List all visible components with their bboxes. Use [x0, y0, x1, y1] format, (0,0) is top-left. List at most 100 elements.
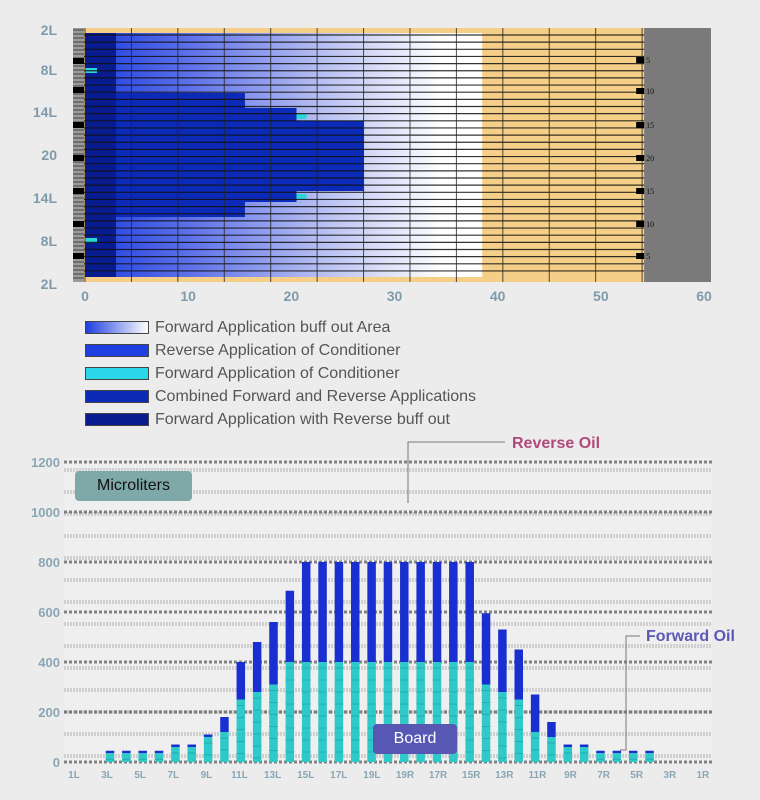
- left-edge-marker: [73, 58, 84, 64]
- plot-background: [64, 458, 712, 764]
- forward-oil-bar: [514, 699, 523, 762]
- x-tick-label: 3R: [663, 770, 677, 781]
- x-tick-label: 17L: [330, 770, 347, 781]
- reverse-oil-bar: [449, 562, 458, 662]
- y-tick-label: 8L: [41, 233, 58, 249]
- right-marker-label: 15: [646, 187, 654, 196]
- y-tick-label: 1000: [31, 505, 60, 520]
- microliters-label-box: Microliters: [75, 471, 192, 501]
- reverse-oil-bar: [334, 562, 344, 662]
- forward-oil-bar: [530, 732, 540, 762]
- right-marker-label: 5: [646, 252, 650, 261]
- cyan-mark: [85, 238, 97, 243]
- legend-swatch: [85, 367, 149, 380]
- forward-oil-bar: [334, 662, 344, 762]
- legend-item-forward-application: Forward Application of Conditioner: [85, 362, 476, 385]
- x-tick-label: 50: [593, 288, 609, 304]
- x-tick-label: 5R: [630, 770, 644, 781]
- left-edge-marker: [73, 221, 84, 227]
- right-edge-marker: [636, 155, 645, 161]
- forward-oil-bar: [547, 737, 556, 762]
- bar-chart-annotations: [407, 441, 640, 751]
- reverse-oil-bar: [579, 744, 589, 747]
- right-marker-label: 10: [646, 220, 654, 229]
- reverse-oil-bar: [138, 750, 147, 754]
- forward-oil-bar: [252, 692, 262, 762]
- reverse-oil-bar: [530, 694, 540, 732]
- y-tick-label: 0: [53, 755, 60, 770]
- forward-oil-bar: [154, 753, 164, 762]
- legend-item-buff-out: Forward Application buff out Area: [85, 316, 476, 339]
- y-tick-label: 200: [38, 705, 60, 720]
- legend-label: Forward Application with Reverse buff ou…: [155, 410, 450, 428]
- x-tick-label: 60: [696, 288, 712, 304]
- navy-band: [85, 33, 116, 277]
- legend-label: Reverse Application of Conditioner: [155, 341, 401, 359]
- x-tick-label: 9L: [201, 770, 213, 781]
- y-tick-label: 800: [38, 555, 60, 570]
- reverse-oil-bar: [498, 629, 507, 692]
- forward-oil-bar: [612, 753, 622, 762]
- forward-oil-bar: [105, 753, 115, 762]
- heatmap-body: 5 10 15 20 15 10 5: [73, 28, 711, 282]
- left-edge-marker: [73, 122, 84, 128]
- gray-region: [644, 28, 711, 282]
- right-edge-marker: [636, 57, 645, 63]
- reverse-oil-bar: [236, 662, 246, 700]
- left-edge-marker: [73, 253, 84, 259]
- y-tick-label: 14L: [33, 104, 58, 120]
- reverse-oil-bar: [301, 562, 311, 662]
- cyan-mark: [296, 114, 307, 119]
- reverse-oil-bar: [612, 750, 622, 754]
- forward-oil-bar: [122, 753, 131, 762]
- forward-oil-bar: [645, 753, 654, 762]
- reverse-oil-bar: [187, 744, 196, 747]
- reverse-oil-bar: [547, 722, 556, 737]
- reverse-oil-bar: [351, 562, 360, 662]
- reverse-oil-bar: [563, 744, 573, 747]
- forward-oil-bar: [285, 662, 295, 762]
- x-tick-label: 15R: [462, 770, 481, 781]
- reverse-oil-bar: [285, 590, 295, 662]
- forward-oil-bar: [351, 662, 360, 762]
- x-tick-label: 11L: [231, 770, 248, 781]
- forward-oil-bar: [628, 753, 638, 762]
- x-tick-label: 7L: [167, 770, 179, 781]
- x-tick-label: 7R: [597, 770, 611, 781]
- reverse-oil-bar: [514, 649, 523, 700]
- forward-oil-bar: [465, 662, 474, 762]
- reverse-oil-bar: [596, 750, 605, 754]
- x-tick-label: 19L: [363, 770, 380, 781]
- legend-swatch: [85, 390, 149, 403]
- reverse-oil-bar: [105, 750, 115, 754]
- x-tick-label: 1R: [697, 770, 711, 781]
- x-tick-label: 20: [284, 288, 300, 304]
- reverse-oil-bar: [383, 562, 393, 662]
- right-marker-label: 20: [646, 154, 654, 163]
- x-tick-label: 40: [490, 288, 506, 304]
- forward-oil-bar: [579, 747, 589, 762]
- legend-item-reverse-application: Reverse Application of Conditioner: [85, 339, 476, 362]
- reverse-oil-bar: [465, 562, 474, 662]
- legend: Forward Application buff out Area Revers…: [85, 316, 476, 431]
- forward-oil-bar: [318, 662, 327, 762]
- y-tick-label: 14L: [33, 190, 58, 206]
- board-label: Board: [393, 730, 437, 747]
- x-tick-label: 3L: [101, 770, 113, 781]
- right-marker-label: 15: [646, 121, 654, 130]
- y-tick-label: 2L: [41, 22, 58, 38]
- forward-oil-bar: [220, 732, 229, 762]
- legend-swatch: [85, 344, 149, 357]
- legend-swatch: [85, 413, 149, 426]
- forward-oil-bar: [236, 699, 246, 762]
- reverse-oil-bar: [220, 717, 229, 732]
- reverse-oil-bar: [400, 562, 409, 662]
- reverse-oil-bar: [367, 562, 376, 662]
- x-tick-label: 17R: [429, 770, 448, 781]
- forward-oil-label: Forward Oil: [646, 628, 735, 645]
- reverse-oil-bar: [203, 734, 213, 737]
- heatmap-axes: 2L 8L 14L 20 14L 8L 2L 0 10 20 30 40 50 60: [33, 22, 712, 304]
- forward-oil-bar: [171, 747, 180, 762]
- cyan-mark: [296, 194, 307, 199]
- x-tick-label: 10: [180, 288, 196, 304]
